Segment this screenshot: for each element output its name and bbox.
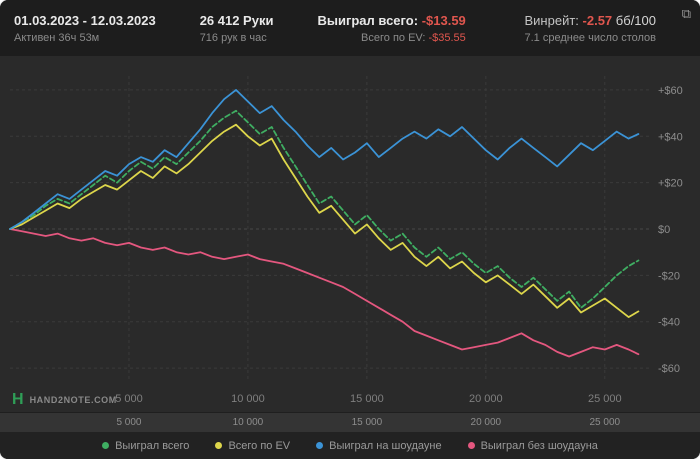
legend-item[interactable]: Выиграл на шоудауне xyxy=(316,439,442,452)
strip-tick-label: 25 000 xyxy=(589,417,621,428)
won-total-value: -$13.59 xyxy=(421,12,466,28)
legend-item[interactable]: Выиграл всего xyxy=(102,440,189,452)
legend-label: Всего по EV xyxy=(228,439,291,452)
legend-label: Выиграл без шоудауна xyxy=(480,439,598,452)
x-axis-label: 10 000 xyxy=(231,393,265,405)
stats-header: 01.03.2023 - 12.03.2023 Активен 36ч 53м … xyxy=(0,0,700,56)
hands-count: 26 412 Руки xyxy=(199,12,274,28)
ev-total: Всего по EV: -$35.55 xyxy=(317,31,466,44)
winnings-graph[interactable]: +$60 +$40 +$20 $0 -$20 -$40 -$60 5 000 10 000 15 … xyxy=(0,56,700,412)
won-total-label: Выиграл всего: xyxy=(317,12,419,28)
strip-tick-label: 10 000 xyxy=(232,417,264,428)
series-line-1 xyxy=(9,123,640,319)
y-axis-label: +$60 xyxy=(658,85,683,97)
winrate: Винрейт: -2.57 бб/100 xyxy=(524,12,657,28)
won-total: Выиграл всего: -$13.59 xyxy=(317,13,465,28)
legend-bar: Выиграл всего Всего по EV Выиграл на шоуда… xyxy=(0,432,700,459)
stat-winrate: Винрейт: -2.57 бб/100 7.1 среднее число … xyxy=(524,13,656,44)
hand2note-logo: H HAND2NOTE.COM xyxy=(12,392,117,408)
legend-label: Выиграл на шоудауне xyxy=(329,439,442,452)
h2n-logo-icon: H xyxy=(12,391,24,408)
series-line-3 xyxy=(9,228,640,358)
winrate-unit: бб/100 xyxy=(615,12,656,28)
strip-tick-label: 5 000 xyxy=(116,417,142,428)
ev-total-label: Всего по EV: xyxy=(361,31,426,44)
stat-winnings: Выиграл всего: -$13.59 Всего по EV: -$35… xyxy=(317,13,465,44)
hands-per-hour: 716 рук в час xyxy=(199,31,267,44)
y-axis-label: -$40 xyxy=(658,317,680,329)
stat-hands: 26 412 Руки 716 рук в час xyxy=(200,13,274,44)
series-line-0 xyxy=(9,109,640,309)
winrate-label: Винрейт: xyxy=(524,12,579,28)
x-axis-label: 15 000 xyxy=(350,393,384,405)
legend-dot-icon xyxy=(467,442,475,449)
avg-tables: 7.1 среднее число столов xyxy=(524,31,656,44)
y-axis-label: -$60 xyxy=(658,363,680,375)
strip-tick-label: 20 000 xyxy=(470,417,502,428)
popout-window-icon[interactable]: ⧉ xyxy=(681,6,691,21)
legend-item[interactable]: Всего по EV xyxy=(215,440,290,452)
strip-tick-label: 15 000 xyxy=(351,417,383,428)
logo-text: HAND2NOTE.COM xyxy=(29,395,117,405)
y-axis-label: +$40 xyxy=(658,131,683,143)
y-axis-label: -$20 xyxy=(658,270,680,282)
ev-total-value: -$35.55 xyxy=(428,31,466,44)
legend-dot-icon xyxy=(215,442,223,449)
x-axis-label: 20 000 xyxy=(469,393,503,405)
chart-area: +$60 +$40 +$20 $0 -$20 -$40 -$60 5 000 10 000 15 … xyxy=(0,56,700,412)
active-time: Активен 36ч 53м xyxy=(14,31,100,44)
date-range: 01.03.2023 - 12.03.2023 xyxy=(14,12,156,28)
winrate-value: -2.57 xyxy=(582,12,613,28)
legend-item[interactable]: Выиграл без шоудауна xyxy=(467,439,598,452)
stat-date-range: 01.03.2023 - 12.03.2023 Активен 36ч 53м xyxy=(14,13,156,44)
y-axis-label: +$20 xyxy=(658,178,683,190)
legend-label: Выиграл всего xyxy=(115,439,190,452)
range-selector[interactable]: 5 000 10 000 15 000 20 000 25 000 xyxy=(0,412,700,432)
x-axis-label: 5 000 xyxy=(115,393,143,405)
series-line-2 xyxy=(9,89,640,230)
legend-dot-icon xyxy=(102,442,110,449)
x-axis-label: 25 000 xyxy=(588,393,622,405)
legend-dot-icon xyxy=(316,442,324,449)
y-axis-label: $0 xyxy=(658,224,670,236)
